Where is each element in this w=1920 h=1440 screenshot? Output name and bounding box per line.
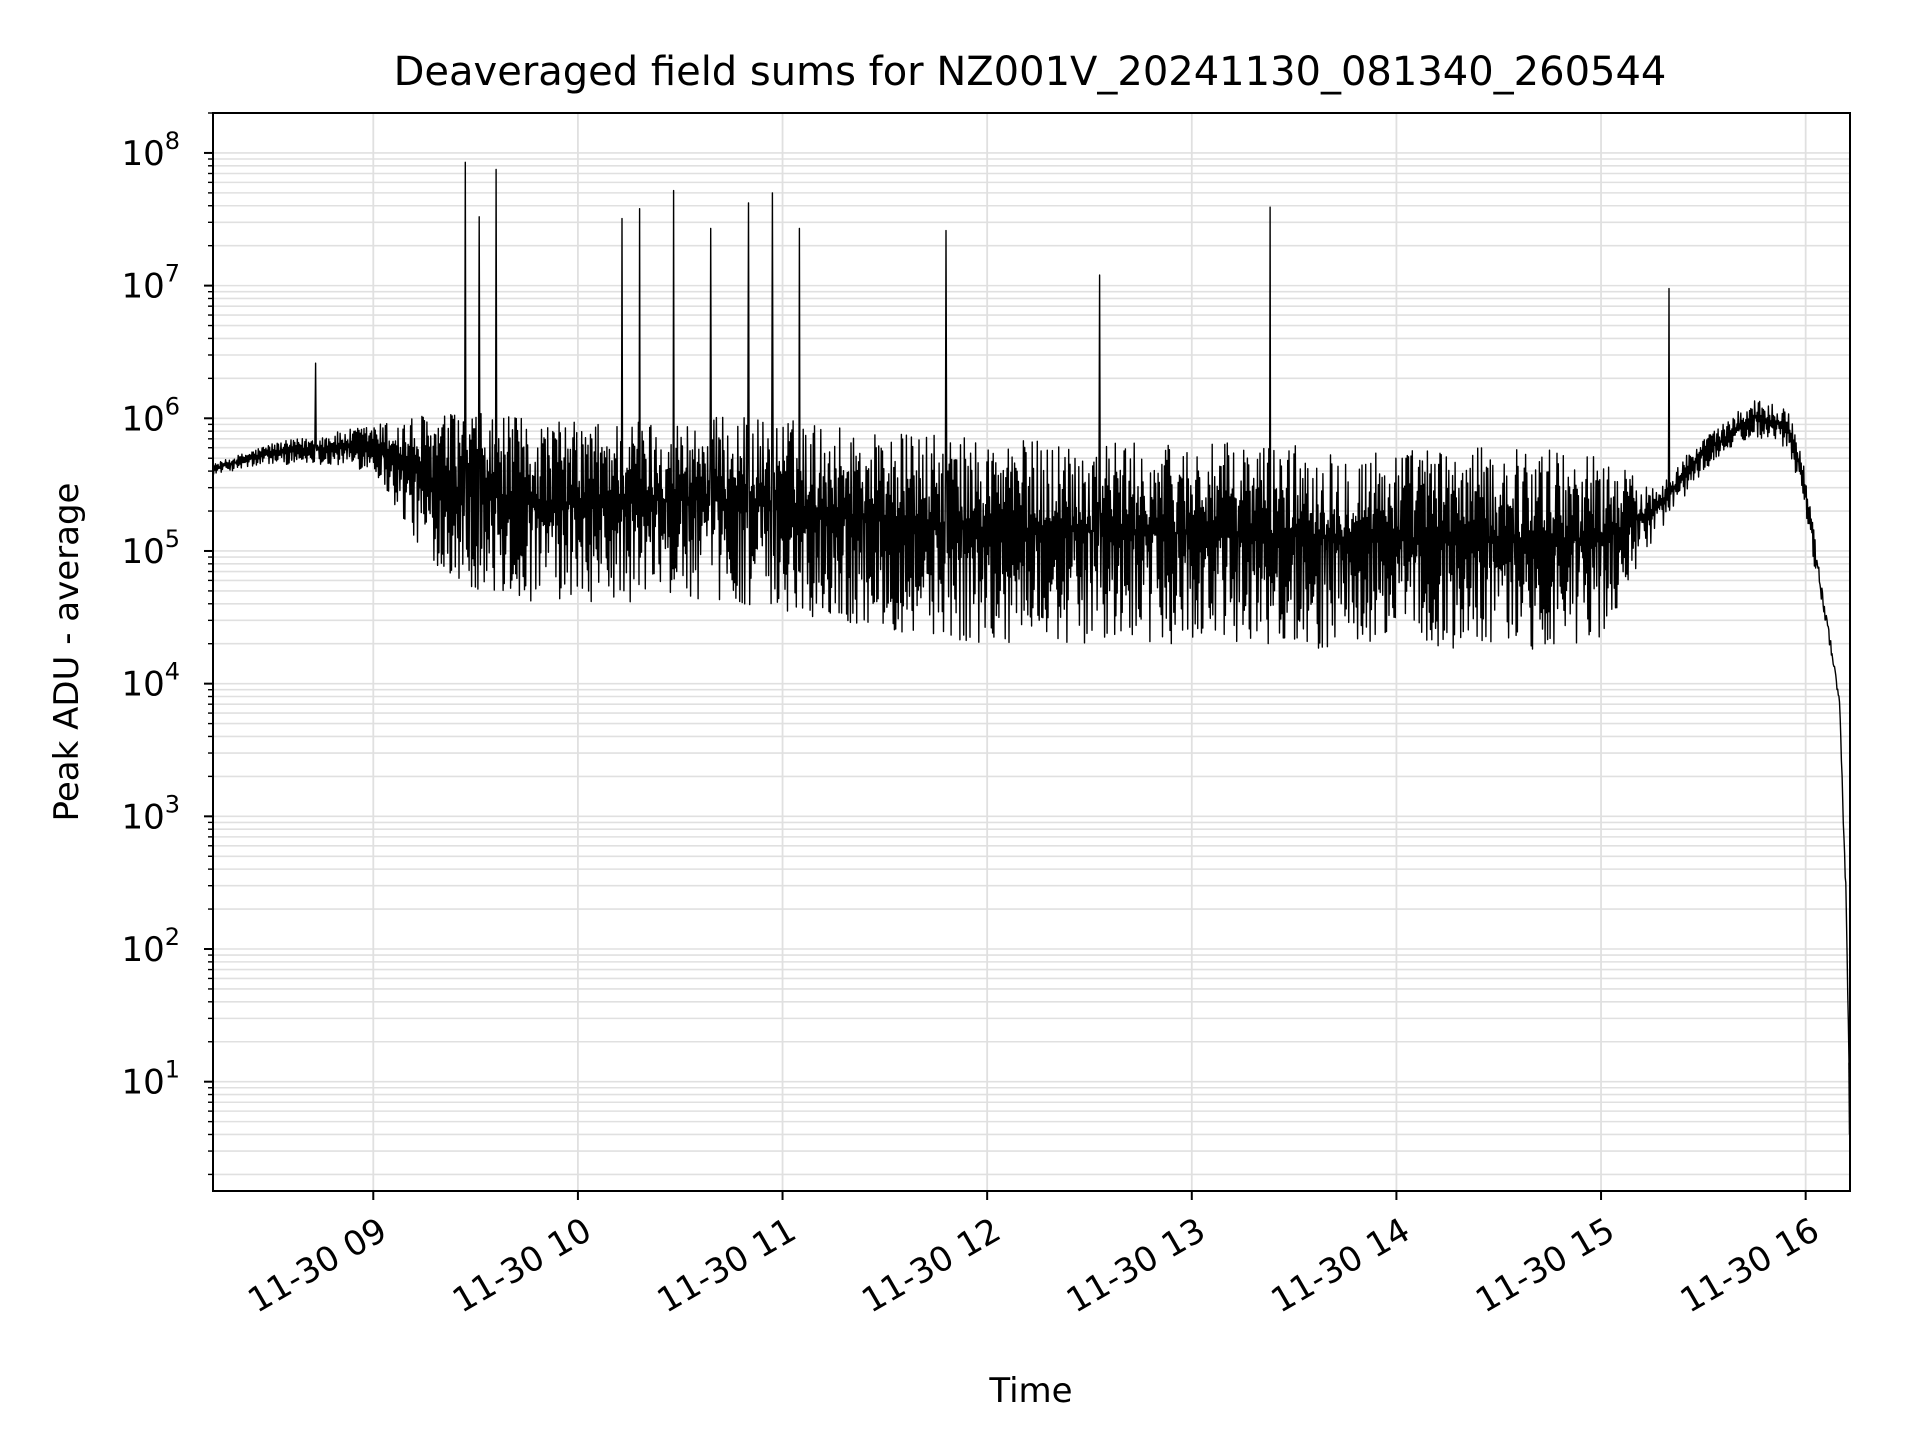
y-axis: 101 102 103 104 105 106 107 108 [121,112,213,1176]
y-tick-label: 101 [121,1056,180,1103]
chart-title: Deaveraged field sums for NZ001V_2024113… [394,49,1667,95]
y-tick-label: 104 [121,658,180,705]
y-tick-label: 107 [121,260,180,307]
series-line [213,161,1850,1063]
y-axis-label: Peak ADU - average [47,483,87,822]
y-tick-label: 105 [121,525,180,572]
y-tick-label: 108 [121,127,180,174]
y-tick-label: 106 [121,392,180,439]
plot-frame [212,112,1851,1192]
y-tick-label: 102 [121,923,180,970]
y-tick-label: 103 [121,790,180,837]
x-axis-label: Time [988,1371,1072,1411]
